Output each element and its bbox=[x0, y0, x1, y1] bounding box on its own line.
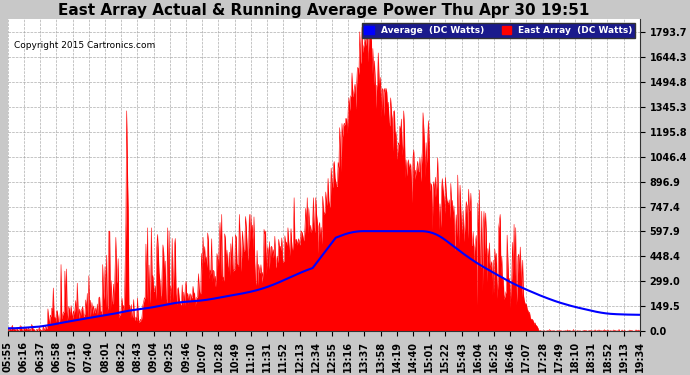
Title: East Array Actual & Running Average Power Thu Apr 30 19:51: East Array Actual & Running Average Powe… bbox=[58, 3, 589, 18]
Legend: Average  (DC Watts), East Array  (DC Watts): Average (DC Watts), East Array (DC Watts… bbox=[362, 24, 635, 38]
Text: Copyright 2015 Cartronics.com: Copyright 2015 Cartronics.com bbox=[14, 41, 155, 50]
